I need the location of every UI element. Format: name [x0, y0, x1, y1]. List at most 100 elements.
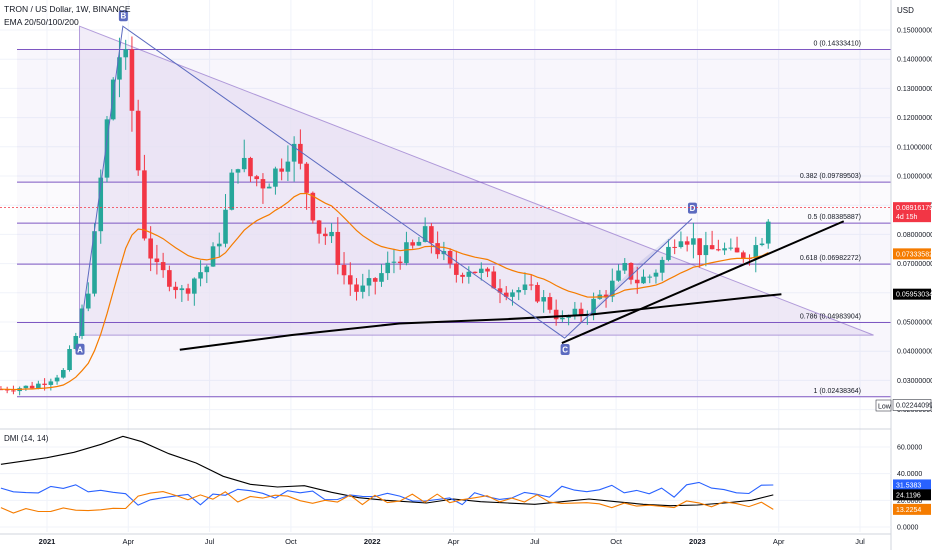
- y-tick-label: 0.14000000: [897, 57, 932, 64]
- candle-body: [148, 238, 153, 259]
- y-tick-label: 0.15000000: [897, 28, 932, 35]
- dmi-value-label: 24.1196: [896, 492, 921, 499]
- low-badge: [875, 399, 892, 412]
- candle-body: [628, 262, 634, 280]
- fib-zone: [17, 264, 891, 322]
- candle-body: [310, 192, 316, 221]
- pattern-point-label: C: [562, 346, 568, 355]
- candle-body: [528, 284, 534, 286]
- candle-body: [478, 268, 484, 273]
- candle-body: [541, 297, 546, 302]
- candle-body: [223, 209, 228, 244]
- candle-body: [360, 285, 366, 292]
- candle-body: [229, 172, 235, 210]
- dmi-value-bg: [893, 503, 931, 515]
- candle-body: [634, 279, 640, 284]
- dmi-y-tick-label: 20.0000: [897, 498, 922, 505]
- candle-body: [354, 284, 359, 292]
- fib-zone: [17, 49, 891, 183]
- price-tag-value: 0.02244099: [896, 403, 932, 410]
- candle-body: [578, 308, 584, 317]
- candle-body: [404, 242, 409, 264]
- candle-body: [241, 157, 247, 170]
- dmi-y-tick-label: 0.0000: [897, 525, 919, 532]
- symbol-title: TRON / US Dollar, 1W, BINANCE: [4, 4, 131, 14]
- candle-body: [192, 278, 197, 294]
- dmi-value-label: 31.5383: [896, 482, 921, 489]
- candle-body: [266, 186, 272, 189]
- dmi-value-tag: 24.1196: [893, 489, 931, 501]
- x-tick-label: Apr: [773, 537, 785, 546]
- candle-body: [61, 369, 66, 378]
- price-tag-bg: [893, 248, 931, 260]
- y-tick-label: 0.07000000: [897, 261, 932, 268]
- candle-body: [697, 238, 702, 256]
- ema200-line: [179, 293, 782, 351]
- currency-label[interactable]: USD: [897, 6, 914, 15]
- candle-body: [341, 264, 347, 276]
- x-tick-label: 2021: [39, 537, 56, 546]
- y-tick-label: 0.03000000: [897, 378, 932, 385]
- dmi-adx-line: [0, 435, 774, 507]
- candle-body: [503, 292, 509, 297]
- candle-body: [703, 245, 709, 256]
- candle-body: [279, 168, 284, 172]
- candle-body: [142, 170, 147, 239]
- candle-body: [678, 241, 684, 248]
- candle-body: [566, 316, 571, 318]
- fib-label: 0 (0.14333410): [814, 40, 861, 47]
- candle-body: [235, 169, 241, 173]
- candle-body: [454, 263, 459, 275]
- candle-body: [553, 309, 559, 320]
- candle-body: [734, 247, 740, 253]
- candle-body: [491, 271, 497, 289]
- indicator-title: EMA 20/50/100/200: [4, 17, 79, 27]
- candle-body: [372, 278, 378, 282]
- x-tick-label: Apr: [448, 537, 460, 546]
- candle-body: [728, 247, 734, 249]
- candle-body: [167, 270, 172, 287]
- candle-body: [104, 119, 110, 178]
- axis-bg: [891, 0, 932, 550]
- fib-zone: [17, 322, 891, 397]
- candle-body: [429, 226, 434, 244]
- candle-body: [304, 163, 309, 193]
- candle-body: [316, 220, 322, 234]
- pattern-point-b: B: [118, 10, 128, 22]
- candle-body: [709, 245, 715, 250]
- price-tag-value: 0.08916179: [896, 205, 932, 212]
- dmi-value-tag: 13.2254: [893, 503, 931, 515]
- pattern-point-badge: [560, 344, 570, 356]
- y-tick-label: 0.13000000: [897, 86, 932, 93]
- candle-body: [659, 259, 665, 273]
- candle-body: [285, 161, 291, 172]
- x-tick-label: Jul: [205, 537, 215, 546]
- price-tag-value: 0.07333582: [896, 251, 932, 258]
- candle-body: [185, 288, 191, 294]
- triangle-outline: [79, 25, 874, 336]
- candle-body: [179, 288, 185, 291]
- price-tag-countdown: 4d 15h: [896, 214, 918, 221]
- price-tag-bg: [893, 288, 931, 300]
- y-tick-label: 0.12000000: [897, 115, 932, 122]
- candle-body: [684, 241, 690, 245]
- candle-body: [323, 233, 328, 237]
- pattern-point-a: A: [75, 343, 85, 355]
- pattern-point-label: D: [690, 204, 696, 213]
- pattern-point-badge: [687, 202, 697, 214]
- candle-body: [366, 278, 372, 286]
- candle-body: [36, 383, 41, 389]
- x-tick-label: Oct: [285, 537, 298, 546]
- ema20-line: [0, 192, 769, 391]
- candle-body: [54, 377, 60, 382]
- y-tick-label: 0.04000000: [897, 349, 932, 356]
- candle-body: [460, 274, 465, 277]
- candle-body: [472, 271, 478, 273]
- candle-body: [603, 294, 609, 297]
- candle-body: [522, 284, 528, 291]
- x-tick-label: 2022: [364, 537, 381, 546]
- x-tick-label: Jul: [530, 537, 540, 546]
- pattern-point-c: C: [560, 344, 570, 356]
